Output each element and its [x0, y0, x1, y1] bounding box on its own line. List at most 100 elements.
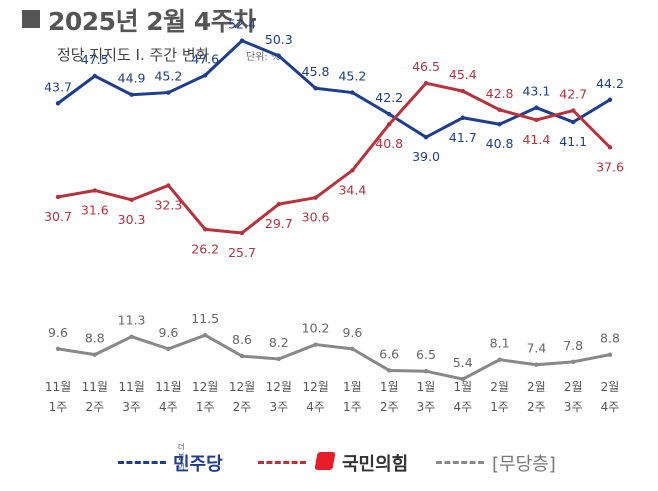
series-line-ppp [56, 81, 612, 235]
data-label-ppp: 30.3 [118, 212, 146, 227]
data-label-ppp: 42.7 [559, 87, 587, 102]
data-point-ppp [313, 195, 318, 200]
chart-title: 2025년 2월 4주차 [48, 7, 256, 36]
data-point-ppp [203, 227, 208, 232]
data-point-ppp [166, 183, 171, 188]
data-label-ppp: 42.8 [486, 86, 514, 101]
x-tick-label: 3주 [564, 400, 583, 414]
data-point-ppp [239, 230, 245, 236]
data-label-democratic: 47.6 [191, 51, 219, 66]
data-point-ppp [92, 188, 98, 193]
data-label-democratic: 47.5 [81, 52, 109, 67]
data-label-democratic: 45.2 [338, 69, 366, 84]
data-label-democratic: 40.8 [486, 136, 514, 151]
data-point-independent [423, 369, 429, 374]
data-label-independent: 11.3 [118, 313, 146, 328]
data-label-independent: 9.6 [48, 325, 68, 340]
x-tick-label: 2월 [527, 380, 546, 394]
data-label-democratic: 52.4 [228, 17, 256, 32]
x-tick-label: 2주 [527, 400, 546, 414]
data-label-ppp: 37.6 [596, 159, 624, 174]
legend-line-democratic [118, 461, 166, 464]
x-tick-label: 1주 [196, 400, 215, 414]
data-label-independent: 8.6 [232, 332, 252, 347]
data-label-democratic: 39.0 [412, 149, 440, 164]
data-label-democratic: 41.7 [449, 130, 477, 145]
data-label-ppp: 32.3 [154, 197, 182, 212]
data-point-ppp [571, 108, 576, 113]
x-tick-label: 2월 [490, 380, 509, 394]
x-tick-label: 12월 [229, 380, 255, 394]
data-point-independent [350, 346, 355, 352]
data-point-democratic [203, 73, 208, 78]
x-tick-label: 1주 [49, 400, 68, 414]
x-tick-label: 11월 [118, 380, 144, 394]
data-label-independent: 9.6 [342, 325, 362, 340]
data-point-independent [497, 357, 502, 362]
x-tick-label: 2월 [601, 380, 620, 394]
data-point-independent [313, 342, 318, 347]
data-point-democratic [534, 105, 539, 110]
data-point-democratic [497, 122, 502, 127]
data-label-independent: 8.8 [600, 331, 620, 346]
series-democratic: 43.7 47.5 44.9 45.2 47.6 52.4 50.3 45.8 45.2 42.2… [44, 17, 624, 164]
line-chart: 43.7 47.5 44.9 45.2 47.6 52.4 50.3 45.8 45.2 42.2… [44, 17, 624, 414]
x-tick-label: 4주 [306, 400, 325, 414]
series-independent: 9.6 8.8 11.3 9.6 11.5 8.6 8.2 10.2 9.6 6.6 6.5 5.4 8… [48, 311, 620, 382]
data-point-independent [460, 376, 465, 382]
x-tick-label: 3주 [269, 400, 288, 414]
x-tick-label: 2월 [564, 380, 583, 394]
data-label-democratic: 41.1 [559, 134, 587, 149]
x-tick-label: 2주 [380, 400, 399, 414]
data-label-democratic: 42.2 [375, 90, 403, 105]
data-label-democratic: 45.8 [302, 64, 330, 79]
data-label-democratic: 44.2 [596, 76, 624, 91]
data-point-ppp [423, 81, 429, 86]
x-tick-label: 3주 [122, 400, 141, 414]
data-label-ppp: 41.4 [522, 132, 550, 147]
data-label-independent: 7.8 [563, 338, 583, 353]
data-point-independent [92, 352, 98, 357]
x-tick-label: 4주 [601, 400, 620, 414]
legend-label-democratic: 민주당 [173, 454, 223, 475]
data-label-independent: 8.8 [85, 331, 105, 346]
data-label-democratic: 45.2 [154, 69, 182, 84]
x-tick-label: 1월 [417, 380, 436, 394]
legend-line-ppp [258, 461, 306, 464]
data-label-independent: 6.5 [416, 347, 436, 362]
data-point-independent [534, 362, 539, 367]
data-point-democratic [239, 38, 245, 43]
ppp-logo-icon [314, 452, 336, 470]
legend: 더불어 민주당 국민의힘 [무당층] [0, 430, 658, 490]
x-tick-label: 12월 [266, 380, 292, 394]
data-point-democratic [607, 97, 613, 102]
data-point-ppp [607, 145, 613, 150]
x-tick-label: 3주 [417, 400, 436, 414]
data-label-ppp: 45.4 [449, 67, 477, 82]
legend-label-independent: [무당층] [492, 454, 556, 475]
data-label-independent: 8.1 [490, 336, 510, 351]
data-label-ppp: 40.8 [375, 136, 403, 151]
data-point-independent [203, 333, 208, 338]
data-label-independent: 6.6 [379, 346, 399, 361]
data-label-democratic: 50.3 [265, 32, 293, 47]
chart-subtitle: 정당 지지도 Ⅰ. 주간 변화 [57, 46, 210, 64]
x-tick-label: 12월 [302, 380, 328, 394]
data-point-democratic [571, 119, 576, 125]
data-point-democratic [166, 90, 171, 95]
data-label-independent: 5.4 [453, 355, 473, 370]
x-tick-label: 11월 [45, 380, 71, 394]
data-label-democratic: 44.9 [118, 71, 146, 86]
data-point-independent [129, 334, 134, 339]
data-point-democratic [460, 115, 465, 120]
data-label-independent: 11.5 [191, 311, 219, 326]
data-label-ppp: 30.6 [302, 210, 330, 225]
x-tick-label: 11월 [155, 380, 181, 394]
data-point-democratic [129, 92, 134, 97]
x-tick-label: 4주 [453, 400, 472, 414]
data-label-democratic: 43.7 [44, 79, 72, 94]
data-label-ppp: 46.5 [412, 59, 440, 74]
data-label-ppp: 30.7 [44, 209, 72, 224]
x-tick-label: 2주 [233, 400, 252, 414]
x-tick-label: 12월 [192, 380, 218, 394]
